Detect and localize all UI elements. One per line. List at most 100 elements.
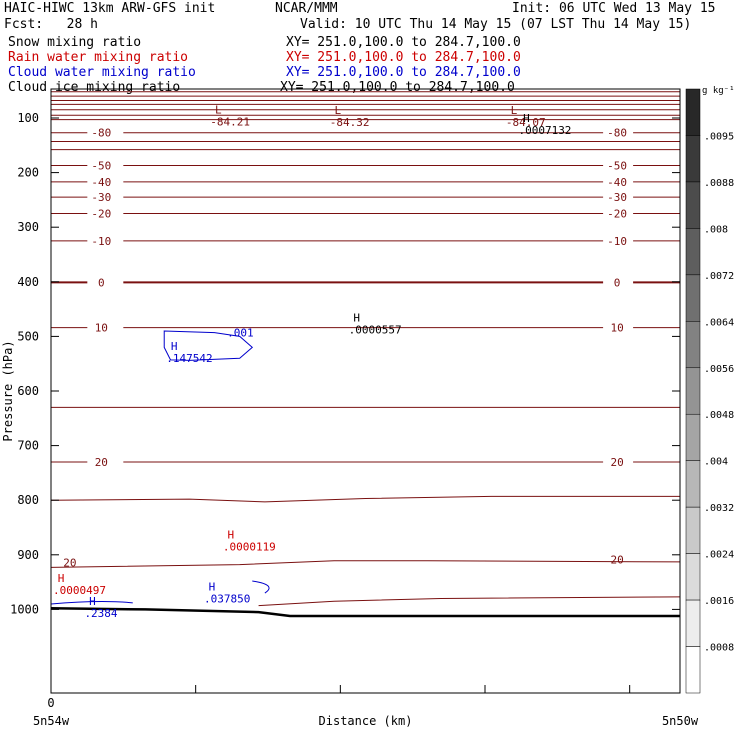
contour-label: 20 bbox=[610, 554, 623, 567]
extremum-kind: L bbox=[215, 104, 222, 117]
colorbar-label: .004 bbox=[704, 457, 728, 468]
field-cloudwater-xy: XY= 251.0,100.0 to 284.7,100.0 bbox=[286, 65, 521, 80]
colorbar-label: .0024 bbox=[704, 550, 734, 561]
valid-time: Valid: 10 UTC Thu 14 May 15 (07 LST Thu … bbox=[300, 17, 692, 32]
extremum-value: -84.07 bbox=[506, 116, 546, 129]
y-tick-label: 1000 bbox=[10, 602, 39, 616]
colorbar-segment bbox=[685, 460, 701, 508]
contour-label: -40 bbox=[607, 176, 627, 189]
contour-label: -10 bbox=[607, 235, 627, 248]
contour-label: -80 bbox=[91, 127, 111, 140]
extremum-kind: H bbox=[209, 580, 216, 593]
y-tick-label: 600 bbox=[17, 384, 39, 398]
colorbar-segment bbox=[685, 181, 701, 229]
extremum-kind: H bbox=[89, 595, 96, 608]
field-cloudice-name: Cloud ice mixing ratio bbox=[8, 80, 181, 95]
contour-label: 20 bbox=[610, 456, 623, 469]
field-cloudice-xy: XY= 251.0,100.0 to 284.7,100.0 bbox=[280, 80, 515, 95]
extremum-marker: H.0000119 bbox=[223, 528, 276, 553]
colorbar-segment bbox=[685, 599, 701, 647]
field-rain-xy: XY= 251.0,100.0 to 284.7,100.0 bbox=[286, 50, 521, 65]
extremum-value: -84.21 bbox=[210, 116, 250, 129]
colorbar-segment bbox=[685, 135, 701, 183]
cloud-water-contour bbox=[252, 580, 270, 594]
contour-label: -20 bbox=[607, 208, 627, 221]
colorbar: .0095 .0088 .008 .0072 .0064 .0056 .0048 .004 .0… bbox=[685, 86, 735, 694]
extremum-kind: H bbox=[353, 312, 360, 325]
extremum-value: .0007132 bbox=[518, 124, 571, 137]
extremum-marker: L-84.21 bbox=[210, 104, 250, 129]
extremum-value: -84.32 bbox=[330, 116, 370, 129]
y-tick-label: 200 bbox=[17, 166, 39, 180]
extremum-value: .2384 bbox=[84, 607, 117, 620]
extremum-marker: H.2384 bbox=[84, 595, 117, 620]
contour-label: 10 bbox=[610, 322, 623, 335]
extremum-value: .0000497 bbox=[53, 584, 106, 597]
contour-label: -50 bbox=[607, 160, 627, 173]
colorbar-segment bbox=[685, 506, 701, 554]
field-rain-name: Rain water mixing ratio bbox=[8, 50, 189, 65]
extremum-marker: L-84.32 bbox=[330, 104, 370, 129]
colorbar-label: .0008 bbox=[704, 643, 734, 654]
terrain-line bbox=[50, 607, 680, 618]
y-tick-label: 500 bbox=[17, 329, 39, 343]
y-tick-label: 700 bbox=[17, 439, 39, 453]
init-time: Init: 06 UTC Wed 13 May 15 bbox=[512, 1, 716, 16]
extremum-marker: H.147542 bbox=[166, 340, 212, 365]
extremum-value: .147542 bbox=[166, 352, 212, 365]
colorbar-segment bbox=[685, 321, 701, 369]
cloud-water-contour-label: .001 bbox=[227, 326, 254, 339]
colorbar-segment bbox=[685, 367, 701, 415]
contour-label: 20 bbox=[95, 456, 108, 469]
contour-label: -30 bbox=[91, 191, 111, 204]
cloud-water-contour bbox=[50, 600, 133, 605]
colorbar-label: .008 bbox=[704, 224, 728, 235]
cloud-water-contour bbox=[163, 330, 254, 361]
colorbar-segment bbox=[685, 88, 701, 136]
contour-label: -30 bbox=[607, 191, 627, 204]
field-snow-name: Snow mixing ratio bbox=[8, 35, 142, 50]
y-axis-label: Pressure (hPa) bbox=[1, 340, 15, 441]
org-label: NCAR/MMM bbox=[275, 1, 338, 16]
extremum-value: .0000557 bbox=[349, 324, 402, 337]
contour-label: -20 bbox=[91, 208, 111, 221]
x-axis-label: Distance (km) bbox=[319, 714, 413, 728]
colorbar-label: .0095 bbox=[704, 131, 734, 142]
extremum-marker: H.037850 bbox=[204, 580, 250, 605]
extremum-kind: L bbox=[334, 104, 341, 117]
plot-title: HAIC-HIWC 13km ARW-GFS init bbox=[4, 1, 216, 16]
colorbar-unit: g kg⁻¹ bbox=[702, 86, 735, 96]
plot-frame bbox=[50, 88, 681, 694]
contour-label: -50 bbox=[91, 160, 111, 173]
x-tick-label: 0 bbox=[47, 696, 54, 710]
contour-label: 10 bbox=[95, 322, 108, 335]
colorbar-label: .0032 bbox=[704, 503, 734, 514]
colorbar-label: .0064 bbox=[704, 317, 734, 328]
y-tick-label: 100 bbox=[17, 111, 39, 125]
temperature-contours: -80 -80 -50 -50 -40 -40 -30 -30 -20 -20 -10 -10 0 0 10… bbox=[50, 91, 681, 618]
extremum-kind: L bbox=[511, 104, 518, 117]
extremum-marker: L-84.07 bbox=[506, 104, 546, 129]
field-snow-xy: XY= 251.0,100.0 to 284.7,100.0 bbox=[286, 35, 521, 50]
colorbar-label: .0088 bbox=[704, 178, 734, 189]
contour-label: 0 bbox=[98, 276, 105, 289]
extremum-marker: H.0000497 bbox=[53, 572, 106, 597]
colorbar-label: .0048 bbox=[704, 410, 734, 421]
contour-line bbox=[50, 495, 680, 503]
colorbar-segment bbox=[685, 553, 701, 601]
y-tick-label: 400 bbox=[17, 275, 39, 289]
extremum-marker: H.0000557 bbox=[349, 312, 402, 337]
colorbar-label: .0056 bbox=[704, 364, 734, 375]
y-tick-label: 800 bbox=[17, 493, 39, 507]
extrema-markers: L-84.21L-84.32L-84.07H.0007132H.0000557H… bbox=[53, 104, 571, 620]
contour-line bbox=[258, 596, 681, 607]
extremum-kind: H bbox=[228, 528, 235, 541]
x-endpoint-right: 5n50w bbox=[662, 714, 699, 728]
y-tick-label: 300 bbox=[17, 220, 39, 234]
colorbar-label: .0016 bbox=[704, 596, 734, 607]
extremum-kind: H bbox=[171, 340, 178, 353]
extremum-value: .037850 bbox=[204, 592, 250, 605]
contour-label: -40 bbox=[91, 176, 111, 189]
